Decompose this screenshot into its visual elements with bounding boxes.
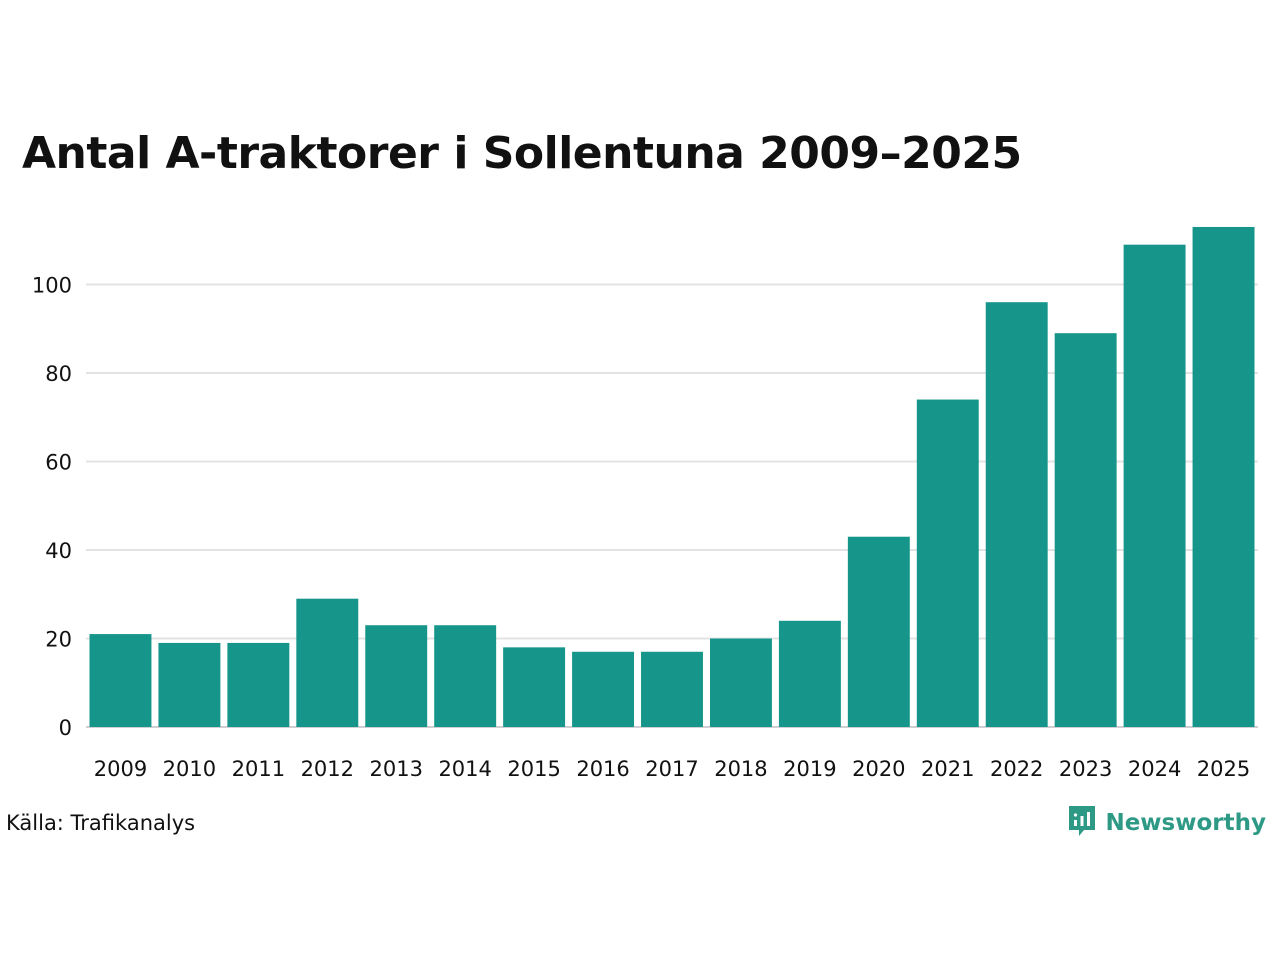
x-tick-label: 2025 bbox=[1197, 757, 1250, 781]
y-tick-label: 60 bbox=[45, 451, 72, 475]
brand[interactable]: Newsworthy bbox=[1067, 804, 1266, 842]
bar-2023[interactable] bbox=[1054, 333, 1117, 727]
bar-2017[interactable] bbox=[641, 651, 703, 727]
bar-2025[interactable] bbox=[1192, 226, 1255, 727]
x-tick-label: 2010 bbox=[163, 757, 216, 781]
bar-2015[interactable] bbox=[503, 647, 566, 727]
x-tick-label: 2013 bbox=[370, 757, 423, 781]
bar-2024[interactable] bbox=[1123, 244, 1186, 728]
bar-2018[interactable] bbox=[709, 638, 772, 728]
bar-2014[interactable] bbox=[434, 625, 497, 727]
x-tick-label: 2016 bbox=[576, 757, 629, 781]
y-tick-label: 0 bbox=[59, 716, 72, 740]
x-tick-label: 2020 bbox=[852, 757, 905, 781]
x-tick-label: 2024 bbox=[1128, 757, 1181, 781]
x-tick-label: 2019 bbox=[783, 757, 836, 781]
x-axis-ticks: 2009 2010 2011 2012 2013 2014 2015 2016 2017 2018… bbox=[94, 757, 1251, 781]
bars bbox=[89, 226, 1255, 728]
bar-2016[interactable] bbox=[572, 651, 635, 727]
y-tick-label: 20 bbox=[45, 628, 72, 652]
x-tick-label: 2023 bbox=[1059, 757, 1112, 781]
y-tick-label: 80 bbox=[45, 362, 72, 386]
bar-2022[interactable] bbox=[985, 302, 1048, 727]
x-tick-label: 2012 bbox=[301, 757, 354, 781]
x-tick-label: 2022 bbox=[990, 757, 1043, 781]
bar-2012[interactable] bbox=[296, 598, 359, 727]
x-tick-label: 2014 bbox=[438, 757, 491, 781]
y-tick-label: 40 bbox=[45, 539, 72, 563]
y-tick-label: 100 bbox=[32, 274, 72, 298]
chart-title: Antal A-traktorer i Sollentuna 2009–2025 bbox=[22, 128, 1022, 179]
bar-2013[interactable] bbox=[365, 625, 428, 727]
x-tick-label: 2015 bbox=[507, 757, 560, 781]
x-tick-label: 2017 bbox=[645, 757, 698, 781]
source-note: Källa: Trafikanalys bbox=[6, 811, 196, 835]
bar-2009[interactable] bbox=[89, 634, 152, 727]
bar-2021[interactable] bbox=[916, 399, 979, 727]
brand-name: Newsworthy bbox=[1105, 810, 1266, 836]
bar-2019[interactable] bbox=[778, 620, 841, 727]
bar-2010[interactable] bbox=[158, 642, 221, 727]
x-tick-label: 2009 bbox=[94, 757, 147, 781]
x-tick-label: 2018 bbox=[714, 757, 767, 781]
y-axis-ticks: 0 20 40 60 80 100 bbox=[32, 274, 72, 741]
bar-2020[interactable] bbox=[847, 536, 910, 727]
x-tick-label: 2021 bbox=[921, 757, 974, 781]
bar-2011[interactable] bbox=[227, 642, 290, 727]
x-tick-label: 2011 bbox=[232, 757, 285, 781]
newsworthy-logo-icon bbox=[1067, 804, 1097, 842]
